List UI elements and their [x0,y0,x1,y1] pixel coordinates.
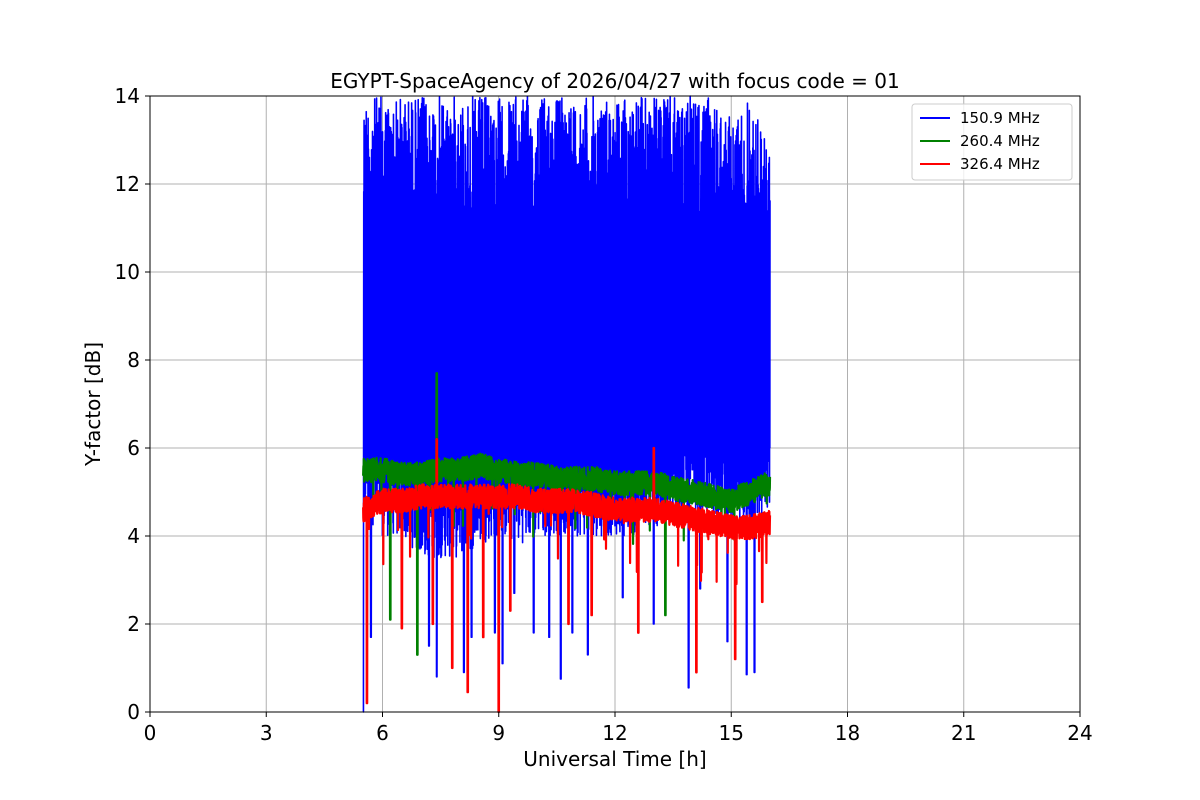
x-tick-label: 12 [602,721,627,745]
y-axis-label: Y-factor [dB] [81,342,105,467]
legend-label: 326.4 MHz [960,155,1040,173]
y-tick-label: 4 [127,524,140,548]
x-tick-label: 24 [1067,721,1092,745]
legend-label: 150.9 MHz [960,109,1040,127]
legend-label: 260.4 MHz [960,132,1040,150]
series-layer [362,95,772,714]
y-tick-label: 10 [115,260,140,284]
series-line-326-4-mhz [362,438,772,714]
y-tick-label: 12 [115,172,140,196]
x-tick-label: 0 [144,721,157,745]
y-tick-label: 14 [115,84,140,108]
legend-box [911,103,1073,181]
series-line-260-4-mhz [362,372,772,656]
x-tick-label: 15 [719,721,744,745]
x-tick-label: 3 [260,721,273,745]
x-tick-label: 9 [492,721,505,745]
y-tick-label: 8 [127,348,140,372]
x-tick-label: 21 [951,721,976,745]
y-tick-label: 0 [127,700,140,724]
legend: 150.9 MHz 260.4 MHz 326.4 MHz [911,103,1073,181]
x-tick-label: 6 [376,721,389,745]
series-line-150-9-mhz [362,95,771,713]
y-tick-label: 2 [127,612,140,636]
chart-title: EGYPT-SpaceAgency of 2026/04/27 with foc… [330,69,899,93]
y-tick-label: 6 [127,436,140,460]
x-tick-label: 18 [835,721,860,745]
x-axis-label: Universal Time [h] [523,747,706,771]
